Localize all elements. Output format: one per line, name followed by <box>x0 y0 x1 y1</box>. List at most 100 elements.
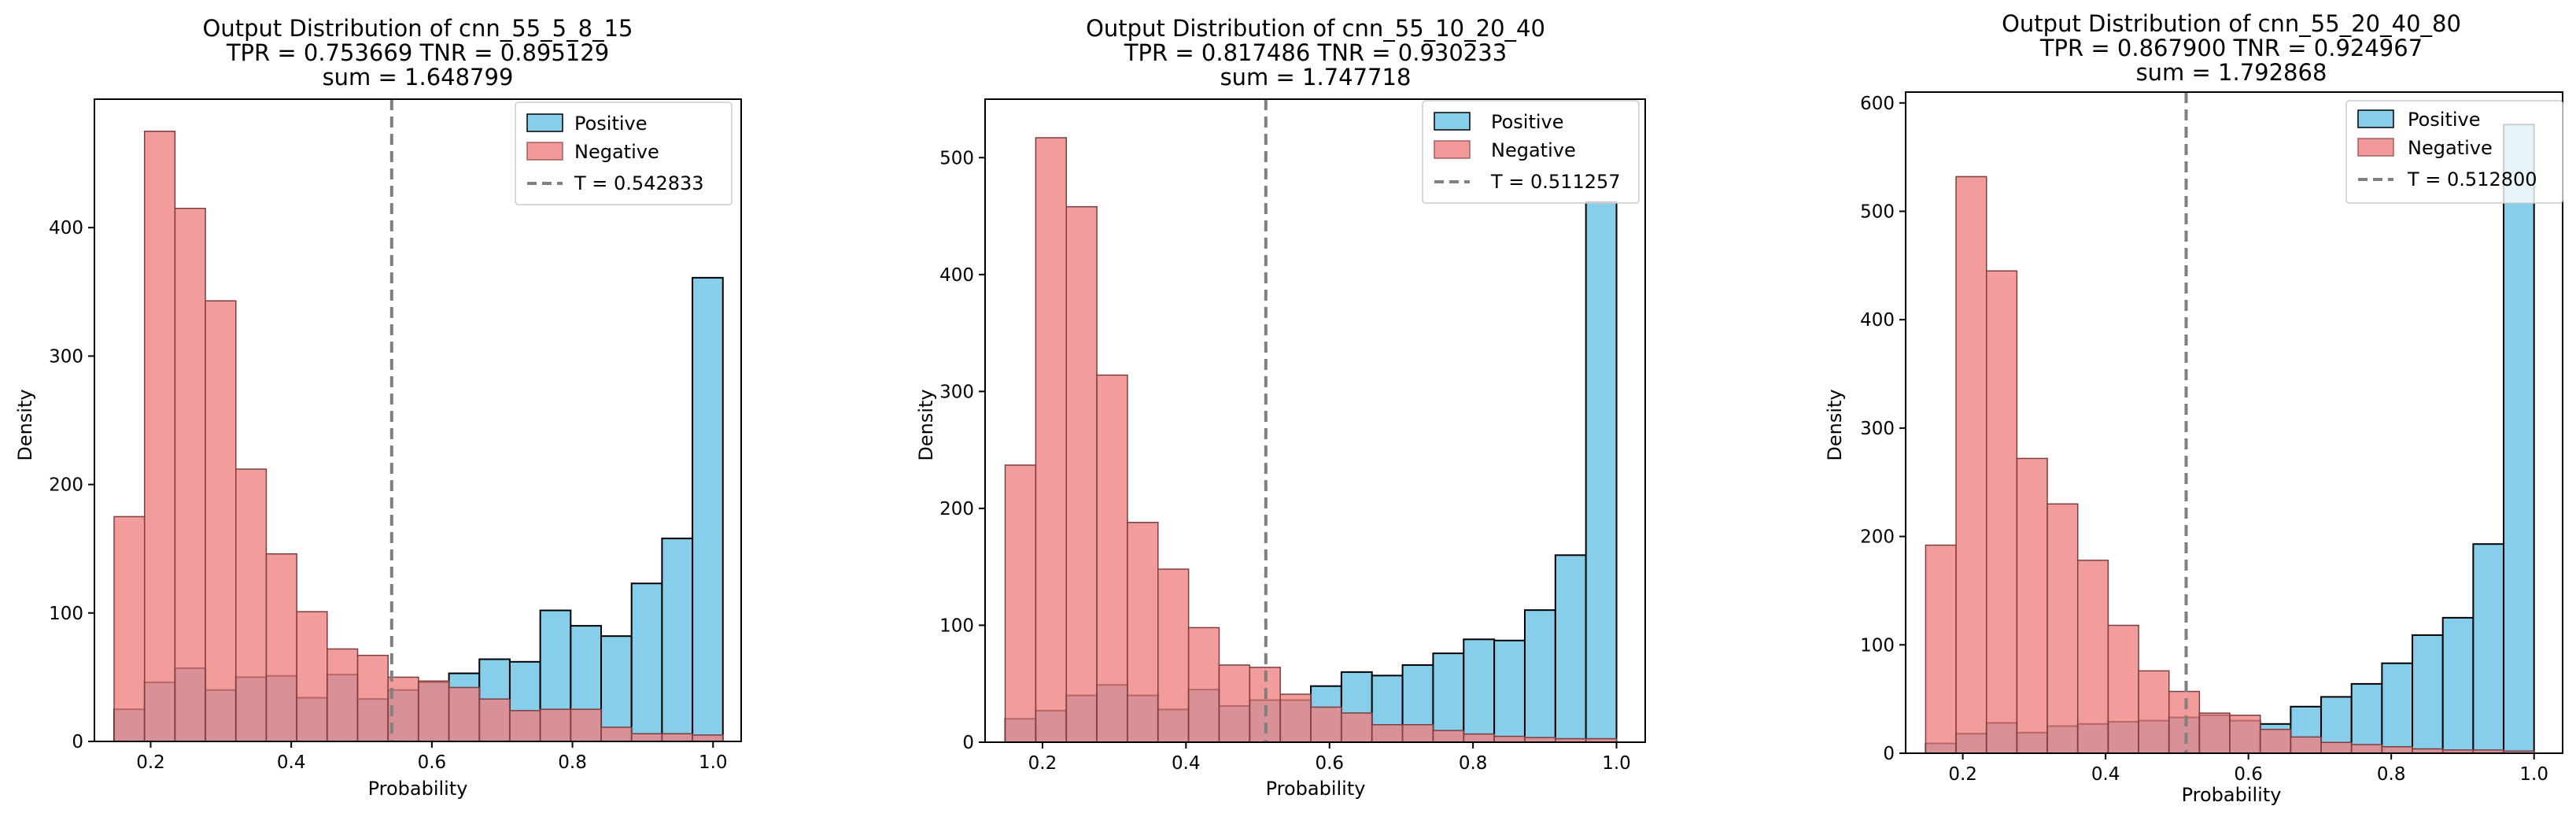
chart-3-y-tick-label-4: 300 <box>1860 419 1895 439</box>
chart-1-x-tick-label-1: 0.2 <box>136 752 165 773</box>
chart-1-legend-negative-swatch <box>526 142 563 161</box>
chart-2-y-tick-label-2: 100 <box>939 615 974 636</box>
chart-1-positive-bar-20 <box>692 276 724 742</box>
chart-2-positive-bar-20 <box>1585 201 1618 744</box>
chart-3-negative-bar-8 <box>2138 670 2170 754</box>
chart-3-positive-bar-17 <box>2412 634 2444 754</box>
chart-1-negative-bar-2 <box>143 131 176 742</box>
chart-2-x-tick-label-5: 1.0 <box>1602 753 1631 774</box>
chart-3-negative-bar-11 <box>2229 715 2261 754</box>
chart-3-negative-bar-14 <box>2320 741 2353 754</box>
chart-3-x-tick-label-4: 0.8 <box>2377 764 2406 785</box>
chart-1-negative-bar-19 <box>661 733 693 742</box>
chart-3-legend-frame <box>2345 100 2563 204</box>
chart-2-negative-bar-3 <box>1065 205 1098 743</box>
chart-3-positive-bar-18 <box>2441 616 2475 754</box>
chart-2-negative-bar-1 <box>1004 464 1037 743</box>
chart-1-negative-bar-12 <box>448 686 481 742</box>
chart-2-plot-area: 0.2 0.4 0.6 0.8 1.0 0 100 200 300 400 500 <box>939 98 1646 774</box>
chart-1-x-tick-label-5: 1.0 <box>699 752 728 773</box>
chart-3-positive-bar-16 <box>2381 662 2414 754</box>
chart-1-negative-bar-15 <box>539 708 572 742</box>
chart-1-negative-bar-11 <box>418 680 450 742</box>
chart-3-y-tick-label-2: 100 <box>1860 635 1895 656</box>
chart-3-legend-positive-swatch <box>2357 109 2394 128</box>
chart-2-y-tick-label-1: 0 <box>962 733 974 753</box>
chart-1-legend-positive-swatch <box>526 113 563 132</box>
chart-3-y-tick-label-5: 400 <box>1860 310 1895 331</box>
chart-1-positive-bar-19 <box>661 538 694 742</box>
chart-2-legend: Positive Negative T = 0.511257 <box>1422 100 1640 204</box>
chart-2-legend-negative-label: Negative <box>1491 139 1576 161</box>
chart-2-positive-bar-19 <box>1554 554 1587 743</box>
chart-1-legend-frame <box>515 102 733 205</box>
chart-1-negative-bar-16 <box>570 708 602 742</box>
chart-3-title: Output Distribution of cnn_55_20_40_80 <box>2002 10 2461 37</box>
chart-3-legend-negative-swatch <box>2357 138 2394 157</box>
chart-3-negative-bar-12 <box>2259 728 2292 754</box>
chart-2-legend-positive-label: Positive <box>1491 111 1564 133</box>
chart-3-y-tick-label-1: 0 <box>1883 744 1895 764</box>
chart-1-legend-positive-label: Positive <box>574 113 648 135</box>
chart-3-negative-bar-5 <box>2046 503 2079 754</box>
chart-2-y-tick-label-6: 500 <box>939 148 974 168</box>
chart-1-y-axis-label: Density <box>14 389 36 460</box>
chart-3-y-axis-label: Density <box>1824 389 1846 460</box>
chart-3-positive-bar-20 <box>2503 124 2535 755</box>
chart-3-legend: Positive Negative T = 0.512800 <box>2345 100 2563 204</box>
chart-1-negative-bar-8 <box>327 648 359 742</box>
chart-1-y-tick-label-3: 200 <box>49 475 83 496</box>
chart-2-y-axis-label: Density <box>915 389 937 460</box>
chart-3-y-tick-label-7: 600 <box>1860 94 1895 114</box>
chart-3-legend-threshold-label: T = 0.512800 <box>2407 168 2537 190</box>
chart-1-negative-bar-17 <box>600 726 633 742</box>
chart-3-axes-frame <box>1905 91 2563 754</box>
chart-3-negative-bar-3 <box>1985 270 2018 754</box>
chart-2-negative-bar-10 <box>1279 693 1312 743</box>
chart-2-axes-frame <box>984 98 1646 743</box>
chart-2-legend-negative-swatch <box>1434 140 1471 159</box>
chart-2-y-tick-label-5: 400 <box>939 265 974 286</box>
chart-2-negative-bar-6 <box>1157 568 1190 743</box>
chart-1-negative-bar-1 <box>113 516 146 742</box>
chart-3-plot-area: 0.2 0.4 0.6 0.8 1.0 0 100 200 300 400 500 600 <box>1860 91 2563 785</box>
chart-3-positive-bar-19 <box>2472 543 2505 754</box>
chart-panel-1: Output Distribution of cnn_55_5_8_15 TPR… <box>14 15 742 800</box>
chart-1-y-tick-label-2: 100 <box>49 604 83 624</box>
chart-1-legend-threshold-label: T = 0.542833 <box>574 172 704 194</box>
chart-3-x-tick-label-1: 0.2 <box>1948 764 1977 785</box>
chart-2-x-tick-label-2: 0.4 <box>1172 753 1201 774</box>
chart-1-title: Output Distribution of cnn_55_5_8_15 <box>203 15 633 42</box>
chart-3-legend-negative-label: Negative <box>2408 137 2493 159</box>
chart-3-negative-bar-4 <box>2016 457 2048 754</box>
chart-3-negative-bar-15 <box>2350 744 2383 754</box>
chart-2-x-tick-label-1: 0.2 <box>1028 753 1057 774</box>
chart-3-subtitle-rates: TPR = 0.867900 TNR = 0.924967 <box>2039 35 2423 61</box>
chart-3-x-tick-label-2: 0.4 <box>2091 764 2120 785</box>
chart-2-legend-threshold-label: T = 0.511257 <box>1490 171 1621 193</box>
chart-1-negative-bar-9 <box>356 654 389 742</box>
chart-1-x-tick-label-3: 0.6 <box>418 752 447 773</box>
chart-1-legend: Positive Negative T = 0.542833 <box>515 102 733 205</box>
chart-2-x-tick-label-4: 0.8 <box>1459 753 1488 774</box>
chart-1-positive-bar-18 <box>630 582 663 742</box>
chart-1-negative-bar-3 <box>174 207 206 742</box>
chart-3-negative-bar-9 <box>2168 690 2201 754</box>
chart-2-positive-bar-15 <box>1432 652 1465 744</box>
chart-1-plot-area: 0.2 0.4 0.6 0.8 1.0 0 100 200 300 400 <box>49 98 742 773</box>
chart-1-x-tick-label-2: 0.4 <box>277 752 306 773</box>
chart-2-x-axis-label: Probability <box>1266 778 1366 800</box>
chart-2-negative-bar-2 <box>1035 137 1067 743</box>
chart-2-positive-bar-18 <box>1523 609 1556 743</box>
chart-3-negative-bar-7 <box>2107 624 2139 754</box>
chart-2-subtitle-rates: TPR = 0.817486 TNR = 0.930233 <box>1124 39 1507 66</box>
chart-1-negative-bar-14 <box>509 710 541 742</box>
chart-1-negative-bar-4 <box>205 300 237 742</box>
chart-1-y-tick-label-5: 400 <box>49 218 83 238</box>
chart-1-subtitle-rates: TPR = 0.753669 TNR = 0.895129 <box>226 39 609 66</box>
chart-3-negative-bar-10 <box>2198 712 2231 754</box>
chart-1-axes-frame <box>94 98 742 742</box>
chart-2-title: Output Distribution of cnn_55_10_20_40 <box>1086 15 1545 42</box>
chart-3-subtitle-sum: sum = 1.792868 <box>2136 59 2327 86</box>
